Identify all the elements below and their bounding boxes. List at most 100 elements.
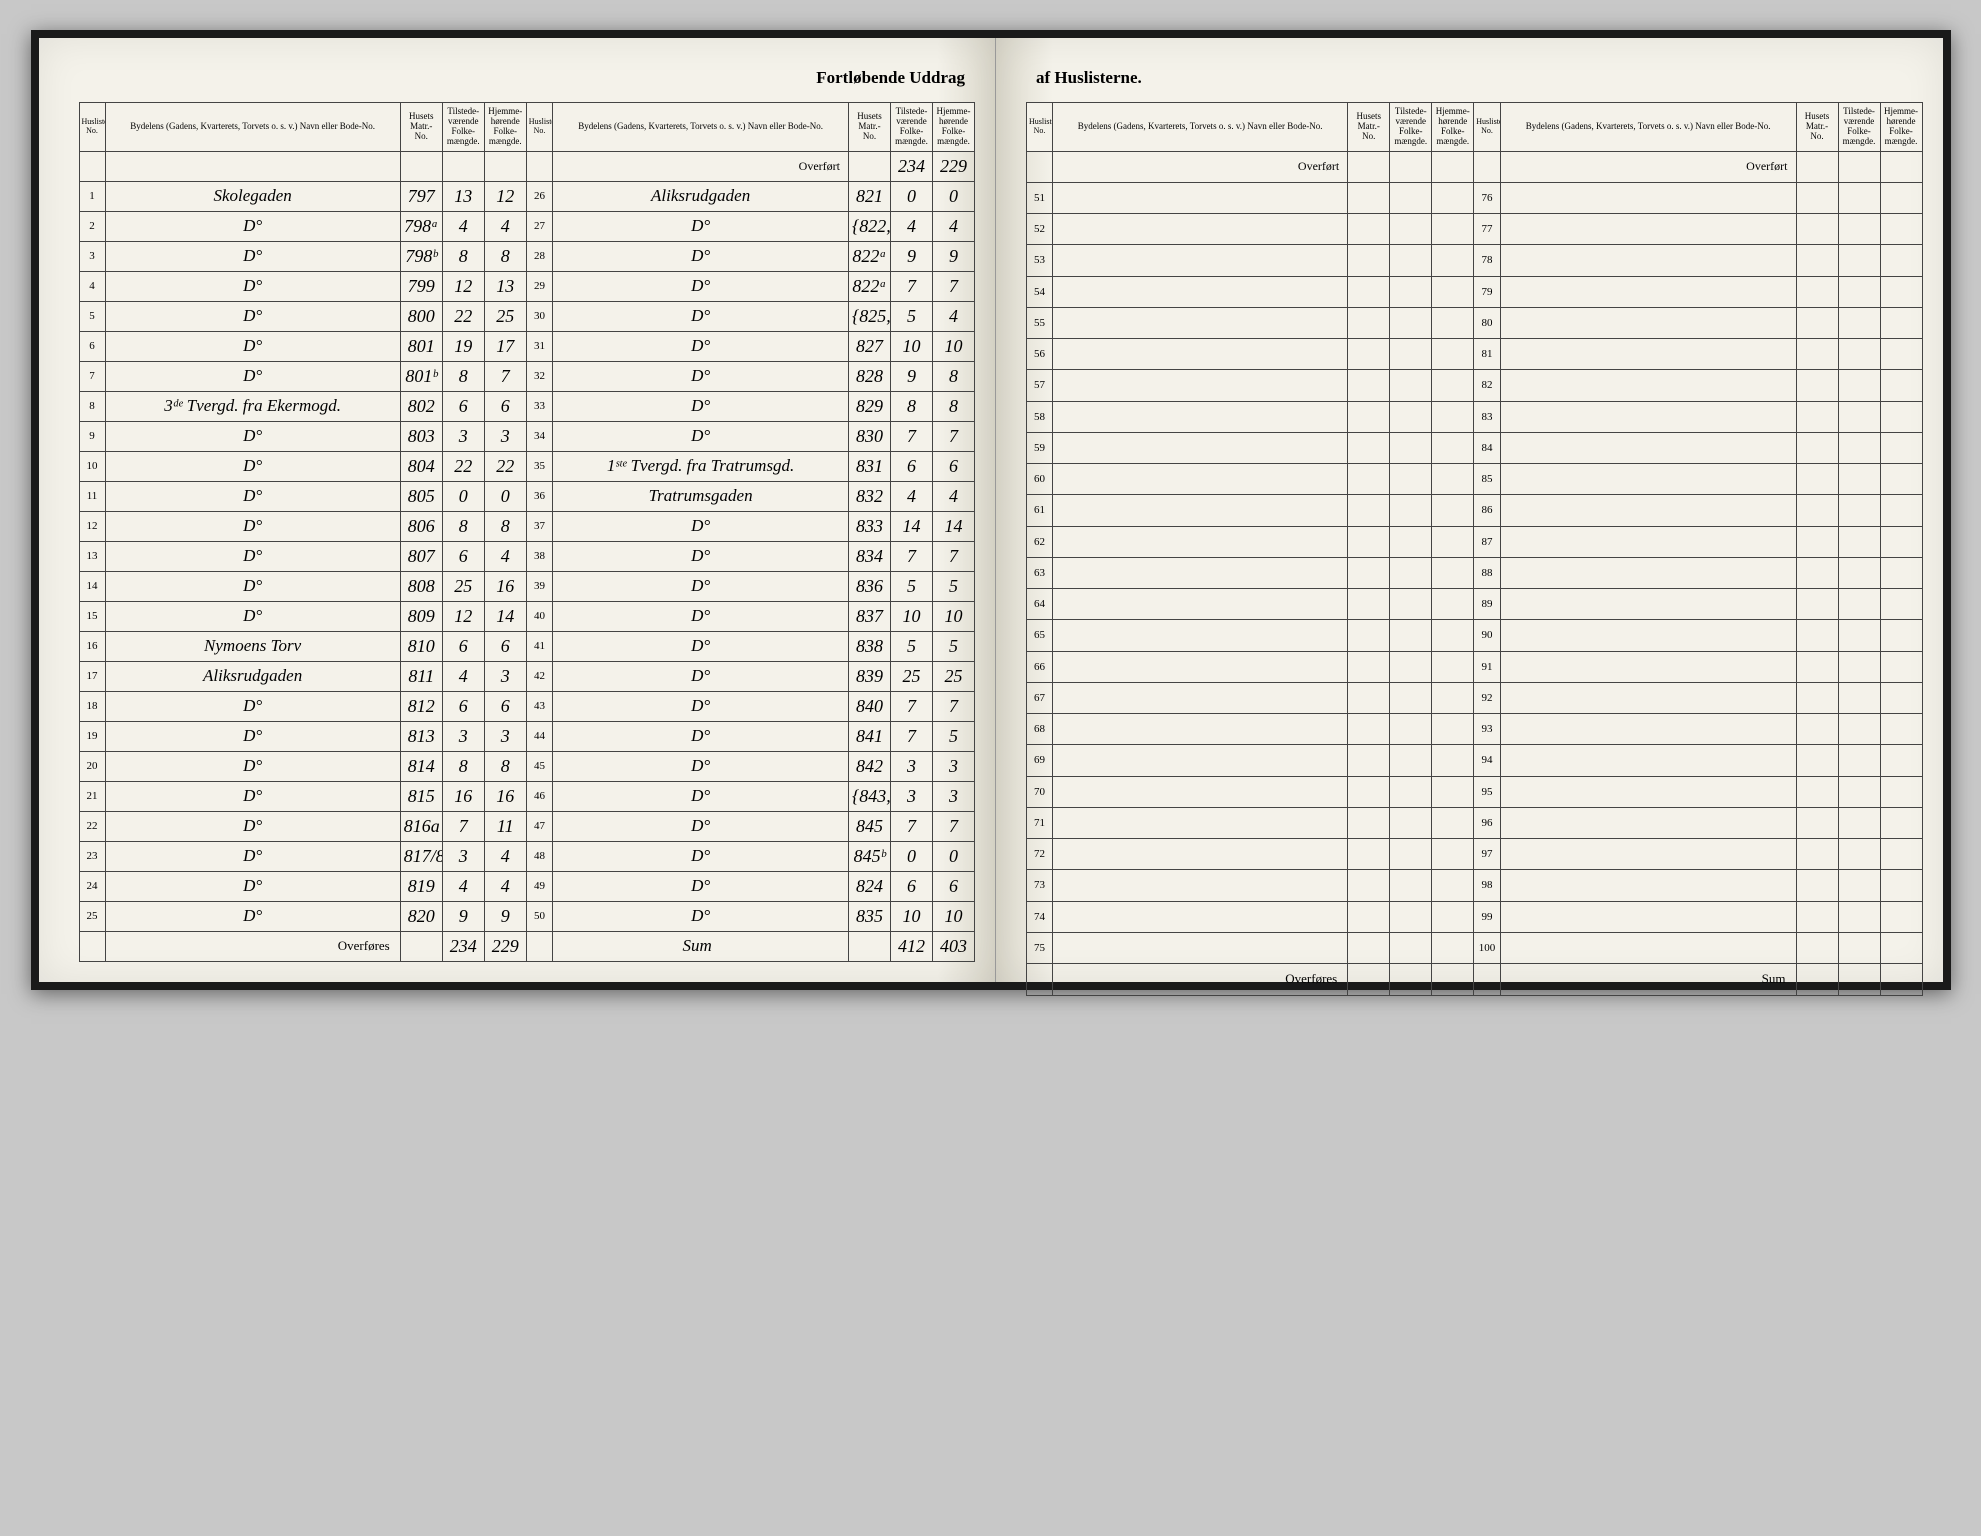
row-number: 3: [79, 241, 105, 271]
tilstede-cell: 10: [891, 331, 933, 361]
hjemme-cell: [1880, 776, 1922, 807]
row-number: 61: [1027, 495, 1053, 526]
matr-cell: [1348, 464, 1390, 495]
bydelens-cell: Aliksrudgaden: [553, 181, 849, 211]
row-number: 53: [1027, 245, 1053, 276]
tilstede-cell: [1390, 401, 1432, 432]
table-row: 98: [1474, 870, 1922, 901]
tilstede-cell: [1838, 870, 1880, 901]
tilstede-cell: [1838, 370, 1880, 401]
bydelens-cell: [1053, 401, 1348, 432]
tilstede-cell: 8: [442, 361, 484, 391]
sum-label: Sum: [1500, 964, 1796, 995]
matr-cell: 835: [849, 901, 891, 931]
bydelens-cell: [1500, 464, 1796, 495]
bydelens-cell: [1500, 526, 1796, 557]
tilstede-cell: 13: [442, 181, 484, 211]
row-number: 65: [1027, 620, 1053, 651]
row-number: 91: [1474, 651, 1500, 682]
bydelens-cell: [1500, 682, 1796, 713]
hjemme-cell: 3: [484, 661, 526, 691]
tilstede-cell: 7: [891, 691, 933, 721]
table-row: 30 D° {825,826 5 4: [527, 301, 975, 331]
tilstede-cell: [1390, 807, 1432, 838]
row-number: 67: [1027, 682, 1053, 713]
hjemme-cell: 4: [484, 211, 526, 241]
row-number: 93: [1474, 714, 1500, 745]
matr-cell: [1796, 526, 1838, 557]
tilstede-cell: [1838, 776, 1880, 807]
row-number: 10: [79, 451, 105, 481]
hjemme-cell: [1880, 182, 1922, 213]
table-row: 29 D° 822ᵃ 7 7: [527, 271, 975, 301]
row-number: 19: [79, 721, 105, 751]
row-number: 26: [527, 181, 553, 211]
bydelens-cell: [1053, 776, 1348, 807]
hjemme-cell: [1432, 714, 1474, 745]
matr-cell: [1348, 901, 1390, 932]
tilstede-cell: 3: [442, 721, 484, 751]
hjemme-cell: 8: [484, 511, 526, 541]
matr-cell: [1796, 932, 1838, 963]
matr-cell: 799: [400, 271, 442, 301]
row-number: 45: [527, 751, 553, 781]
table-row: 51: [1027, 182, 1474, 213]
row-number: 55: [1027, 307, 1053, 338]
hjemme-cell: [1880, 401, 1922, 432]
matr-cell: [1348, 651, 1390, 682]
sum-t: 412: [891, 931, 933, 961]
hjemme-cell: [1880, 745, 1922, 776]
row-number: 48: [527, 841, 553, 871]
matr-cell: [1348, 745, 1390, 776]
table-row: 79: [1474, 276, 1922, 307]
table-row: 68: [1027, 714, 1474, 745]
hjemme-cell: [1880, 464, 1922, 495]
tilstede-cell: [1838, 807, 1880, 838]
bydelens-cell: D°: [553, 241, 849, 271]
table-row: 2 D° 798ᵃ 4 4: [79, 211, 526, 241]
table-row: 87: [1474, 526, 1922, 557]
hjemme-cell: 5: [933, 631, 975, 661]
col-hjemme: Hjemme- hørende Folke- mængde.: [484, 103, 526, 152]
tilstede-cell: [1838, 839, 1880, 870]
tilstede-cell: [1390, 932, 1432, 963]
hjemme-cell: 7: [933, 421, 975, 451]
table-row: 14 D° 808 25 16: [79, 571, 526, 601]
tilstede-cell: 10: [891, 601, 933, 631]
tilstede-cell: [1838, 901, 1880, 932]
hjemme-cell: [1432, 495, 1474, 526]
bydelens-cell: [1053, 182, 1348, 213]
table-row: 77: [1474, 214, 1922, 245]
row-number: 100: [1474, 932, 1500, 963]
col-hjemme: Hjemme- hørende Folke- mængde.: [1432, 103, 1474, 152]
bydelens-cell: D°: [105, 601, 400, 631]
row-number: 43: [527, 691, 553, 721]
tilstede-cell: [1390, 557, 1432, 588]
table-row: 56: [1027, 339, 1474, 370]
tilstede-cell: [1838, 589, 1880, 620]
matr-cell: 837: [849, 601, 891, 631]
row-number: 99: [1474, 901, 1500, 932]
table-row: 78: [1474, 245, 1922, 276]
row-number: 44: [527, 721, 553, 751]
bydelens-cell: D°: [553, 361, 849, 391]
tilstede-cell: 0: [891, 841, 933, 871]
matr-cell: 834: [849, 541, 891, 571]
bydelens-cell: D°: [105, 421, 400, 451]
row-number: 66: [1027, 651, 1053, 682]
matr-cell: 815: [400, 781, 442, 811]
hjemme-cell: [1432, 776, 1474, 807]
row-number: 86: [1474, 495, 1500, 526]
matr-cell: 838: [849, 631, 891, 661]
matr-cell: 807: [400, 541, 442, 571]
matr-cell: [1796, 557, 1838, 588]
table-row: 52: [1027, 214, 1474, 245]
ledger-table-1: Huslisternes No. Bydelens (Gadens, Kvart…: [79, 102, 527, 962]
bydelens-cell: [1500, 901, 1796, 932]
matr-cell: [1796, 182, 1838, 213]
table-row: 88: [1474, 557, 1922, 588]
bydelens-cell: [1500, 432, 1796, 463]
hjemme-cell: 7: [484, 361, 526, 391]
table-row: 48 D° 845ᵇ 0 0: [527, 841, 975, 871]
tilstede-cell: [1838, 245, 1880, 276]
